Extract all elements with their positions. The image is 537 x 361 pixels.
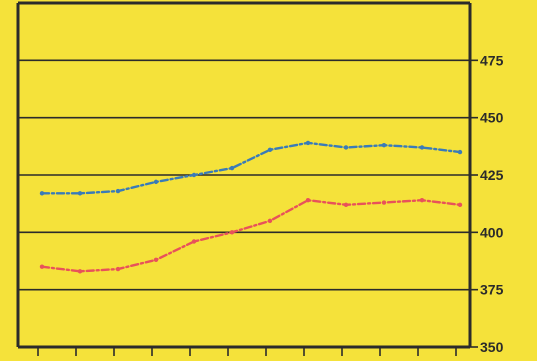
- series-2-point-9: [343, 202, 349, 208]
- series-2-point-7: [267, 218, 273, 224]
- series-1-point-10: [381, 142, 387, 148]
- series-2-point-10: [381, 200, 387, 205]
- y-tick-label-425: 425: [480, 167, 504, 183]
- y-tick-label-375: 375: [480, 282, 504, 298]
- grid-lines: [18, 59, 470, 291]
- series-2-point-8: [305, 198, 311, 203]
- series-2-point-11: [419, 198, 425, 203]
- series-2-point-2: [77, 269, 83, 274]
- y-tick-label-350: 350: [480, 339, 504, 355]
- series-1-point-7: [267, 147, 273, 152]
- series-2-point-4: [153, 257, 159, 263]
- series-1-point-5: [191, 172, 197, 178]
- x-axis: [37, 347, 457, 356]
- series-1-point-9: [343, 145, 349, 150]
- series-line-1: [40, 141, 462, 195]
- y-tick-label-475: 475: [480, 52, 504, 68]
- series-2-point-1: [39, 264, 45, 269]
- series-1-point-8: [305, 140, 311, 146]
- series-1-point-6: [229, 165, 235, 171]
- series-1-point-11: [419, 145, 425, 150]
- series-1-point-4: [153, 179, 159, 185]
- series-2-point-12: [457, 202, 463, 208]
- y-tick-label-400: 400: [480, 224, 504, 240]
- series-1-point-1: [39, 191, 45, 196]
- series-1-point-2: [77, 191, 83, 196]
- series-2-point-6: [229, 230, 235, 235]
- series-1-point-3: [115, 188, 121, 194]
- series-2-point-5: [191, 239, 197, 244]
- y-axis: 350 375 400 425 450 475: [470, 52, 504, 355]
- y-tick-label-450: 450: [480, 110, 504, 126]
- series-line-2: [40, 199, 462, 273]
- series-group: [39, 140, 463, 274]
- series-2-point-3: [115, 266, 121, 272]
- series-1-point-12: [457, 149, 463, 155]
